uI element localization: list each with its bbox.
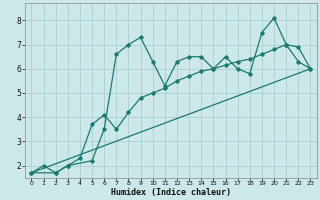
X-axis label: Humidex (Indice chaleur): Humidex (Indice chaleur) [111, 188, 231, 197]
